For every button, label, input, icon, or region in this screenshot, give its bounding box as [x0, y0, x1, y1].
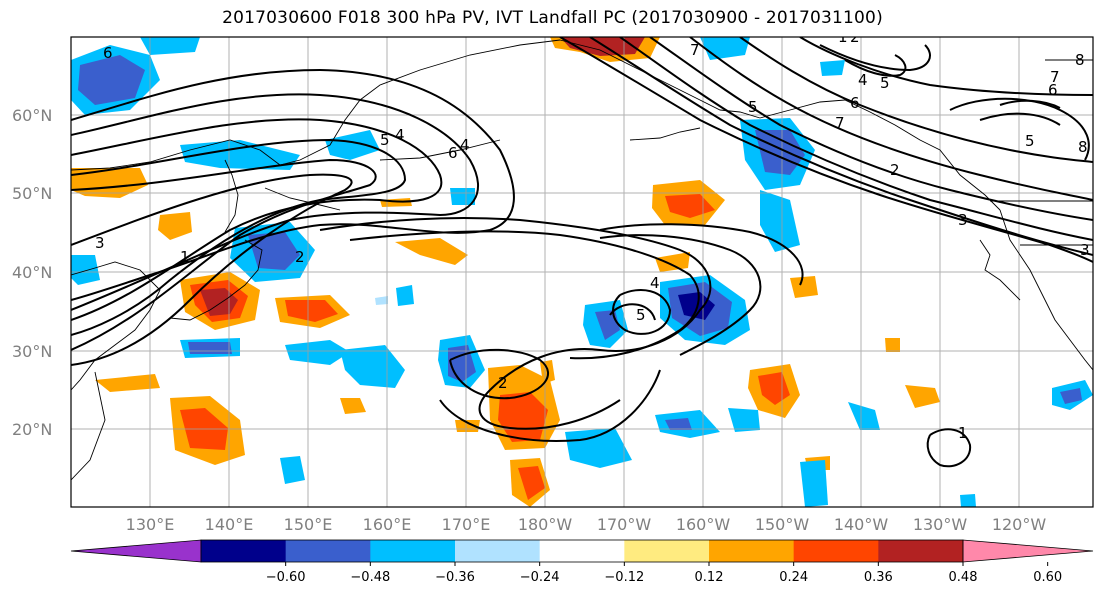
contour-label: 8 — [1075, 51, 1085, 69]
map-title: 2017030600 F018 300 hPa PV, IVT Landfall… — [222, 8, 883, 28]
contour-label: 6 — [103, 44, 113, 62]
contour-label: 5 — [380, 131, 390, 149]
contour-labels: 6 7 8 6 5 4 3 2 1 5 6 7 2 5 4 3 2 1 4 5 … — [95, 28, 1090, 442]
lon-label: 150°E — [284, 515, 333, 534]
contour-label: 6 — [448, 144, 458, 162]
contour-label: 4 — [858, 71, 868, 89]
lon-label: 140°E — [205, 515, 254, 534]
colorbar-segment — [455, 540, 541, 562]
colorbar-tick-label: 0.12 — [695, 570, 724, 585]
longitude-labels: 130°E 140°E 150°E 160°E 170°E 180°W 170°… — [126, 515, 1047, 534]
lat-label: 30°N — [12, 342, 52, 361]
colorbar-tick-label: 0.48 — [949, 570, 978, 585]
colorbar-segment — [878, 540, 964, 562]
contour-label: 5 — [1025, 132, 1035, 150]
lon-label: 130°E — [126, 515, 175, 534]
colorbar-extend-max — [962, 539, 1094, 563]
contour-label: 8 — [1078, 138, 1088, 156]
colorbar-tick-label: 0.36 — [864, 570, 893, 585]
contour-label: 7 — [1050, 68, 1060, 86]
contour-label: 3 — [1080, 241, 1090, 259]
colorbar-tick-label: −0.48 — [350, 570, 390, 585]
colorbar-segment — [793, 540, 879, 562]
colorbar-tick-label: 0.24 — [779, 570, 808, 585]
colorbar-extend-min — [70, 539, 202, 563]
contour-label: 4 — [650, 274, 660, 292]
colorbar-frame — [200, 539, 964, 563]
colorbar-tick-label: 0.60 — [1033, 570, 1062, 585]
contour-label: 1 — [958, 424, 968, 442]
contour-label: 5 — [880, 74, 890, 92]
contour-label: 2 — [850, 28, 860, 46]
contour-label: 5 — [636, 306, 646, 324]
contour-label: 1 — [838, 28, 848, 46]
colorbar: −0.60 −0.48 −0.36 −0.24 −0.12 0.12 0.24 0.36 0.4… — [70, 539, 1094, 585]
lon-label: 120°W — [992, 515, 1047, 534]
lat-label: 50°N — [12, 184, 52, 203]
contour-label: 6 — [1048, 81, 1058, 99]
latitude-labels: 60°N 50°N 40°N 30°N 20°N — [12, 106, 52, 439]
lon-label: 180°W — [518, 515, 573, 534]
contour-label: 3 — [958, 211, 968, 229]
lon-label: 170°W — [597, 515, 652, 534]
contour-label: 2 — [890, 161, 900, 179]
lon-label: 170°E — [442, 515, 491, 534]
contour-label: 6 — [850, 94, 860, 112]
plot-frame — [70, 36, 1094, 508]
lon-label: 140°W — [834, 515, 889, 534]
map-layer: 6 7 8 6 5 4 3 2 1 5 6 7 2 5 4 3 2 1 4 5 … — [71, 28, 1093, 507]
gridlines — [71, 37, 1093, 507]
contour-label: 1 — [180, 248, 190, 266]
contour-label: 3 — [95, 234, 105, 252]
lat-label: 60°N — [12, 106, 52, 125]
colorbar-segment — [709, 540, 795, 562]
contour-label: 2 — [295, 248, 305, 266]
colorbar-tick-label: −0.60 — [266, 570, 306, 585]
lat-label: 20°N — [12, 420, 52, 439]
contour-label: 2 — [498, 374, 508, 392]
colorbar-tick-label: −0.12 — [604, 570, 644, 585]
contour-label: 7 — [835, 114, 845, 132]
colorbar-segment — [539, 540, 625, 562]
lon-label: 160°W — [676, 515, 731, 534]
lon-label: 160°E — [363, 515, 412, 534]
contour-label: 4 — [460, 136, 470, 154]
lat-label: 40°N — [12, 263, 52, 282]
colorbar-tick-label: −0.24 — [520, 570, 560, 585]
lon-label: 130°W — [913, 515, 968, 534]
colorbar-segment — [201, 540, 287, 562]
colorbar-segment — [624, 540, 710, 562]
colorbar-segment — [370, 540, 456, 562]
contour-label: 4 — [395, 126, 405, 144]
colorbar-tick-label: −0.36 — [435, 570, 475, 585]
lon-label: 150°W — [755, 515, 810, 534]
contour-label: 5 — [748, 98, 758, 116]
colorbar-segment — [285, 540, 371, 562]
contour-label: 7 — [690, 41, 700, 59]
pv-contours — [71, 37, 1093, 468]
